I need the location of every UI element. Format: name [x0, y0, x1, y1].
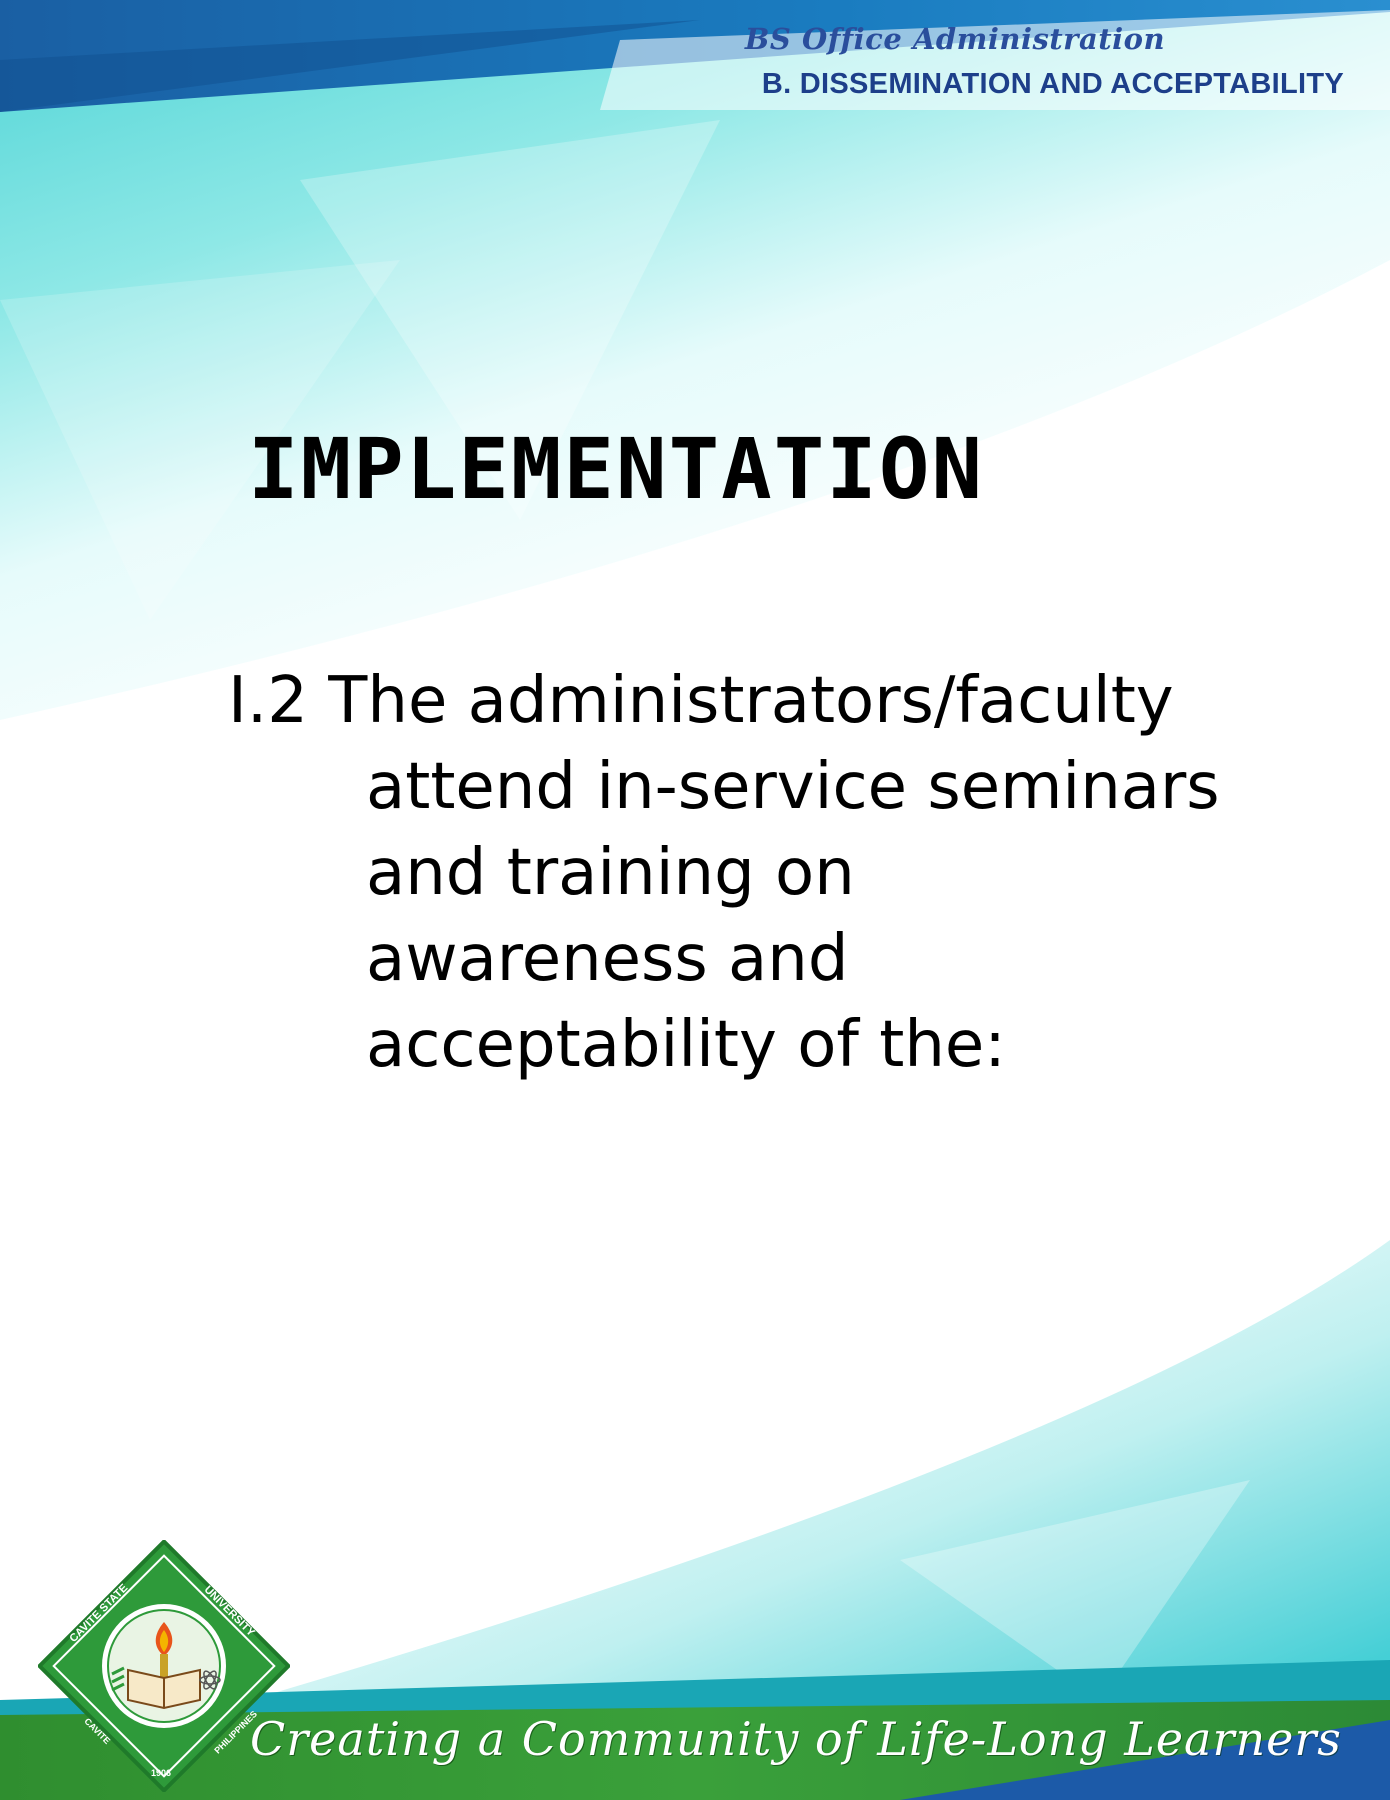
- page-heading: IMPLEMENTATION: [248, 420, 985, 518]
- seal-label: 1906: [151, 1768, 171, 1778]
- university-seal-logo: CAVITE STATE UNIVERSITY CAVITE PHILIPPIN…: [38, 1540, 290, 1792]
- criterion-first-line: I.2 The administrators/faculty: [228, 664, 1174, 738]
- footer-tagline: Creating a Community of Life-Long Learne…: [250, 1712, 1342, 1766]
- program-title: BS Office Administration: [744, 22, 1166, 56]
- criterion-text: I.2 The administrators/faculty attend in…: [228, 658, 1328, 1088]
- section-title: B. DISSEMINATION AND ACCEPTABILITY: [761, 68, 1344, 100]
- criterion-line: awareness and: [366, 922, 849, 996]
- criterion-line: and training on: [366, 836, 855, 910]
- criterion-line: attend in-service seminars: [366, 750, 1220, 824]
- criterion-line: acceptability of the:: [366, 1008, 1006, 1082]
